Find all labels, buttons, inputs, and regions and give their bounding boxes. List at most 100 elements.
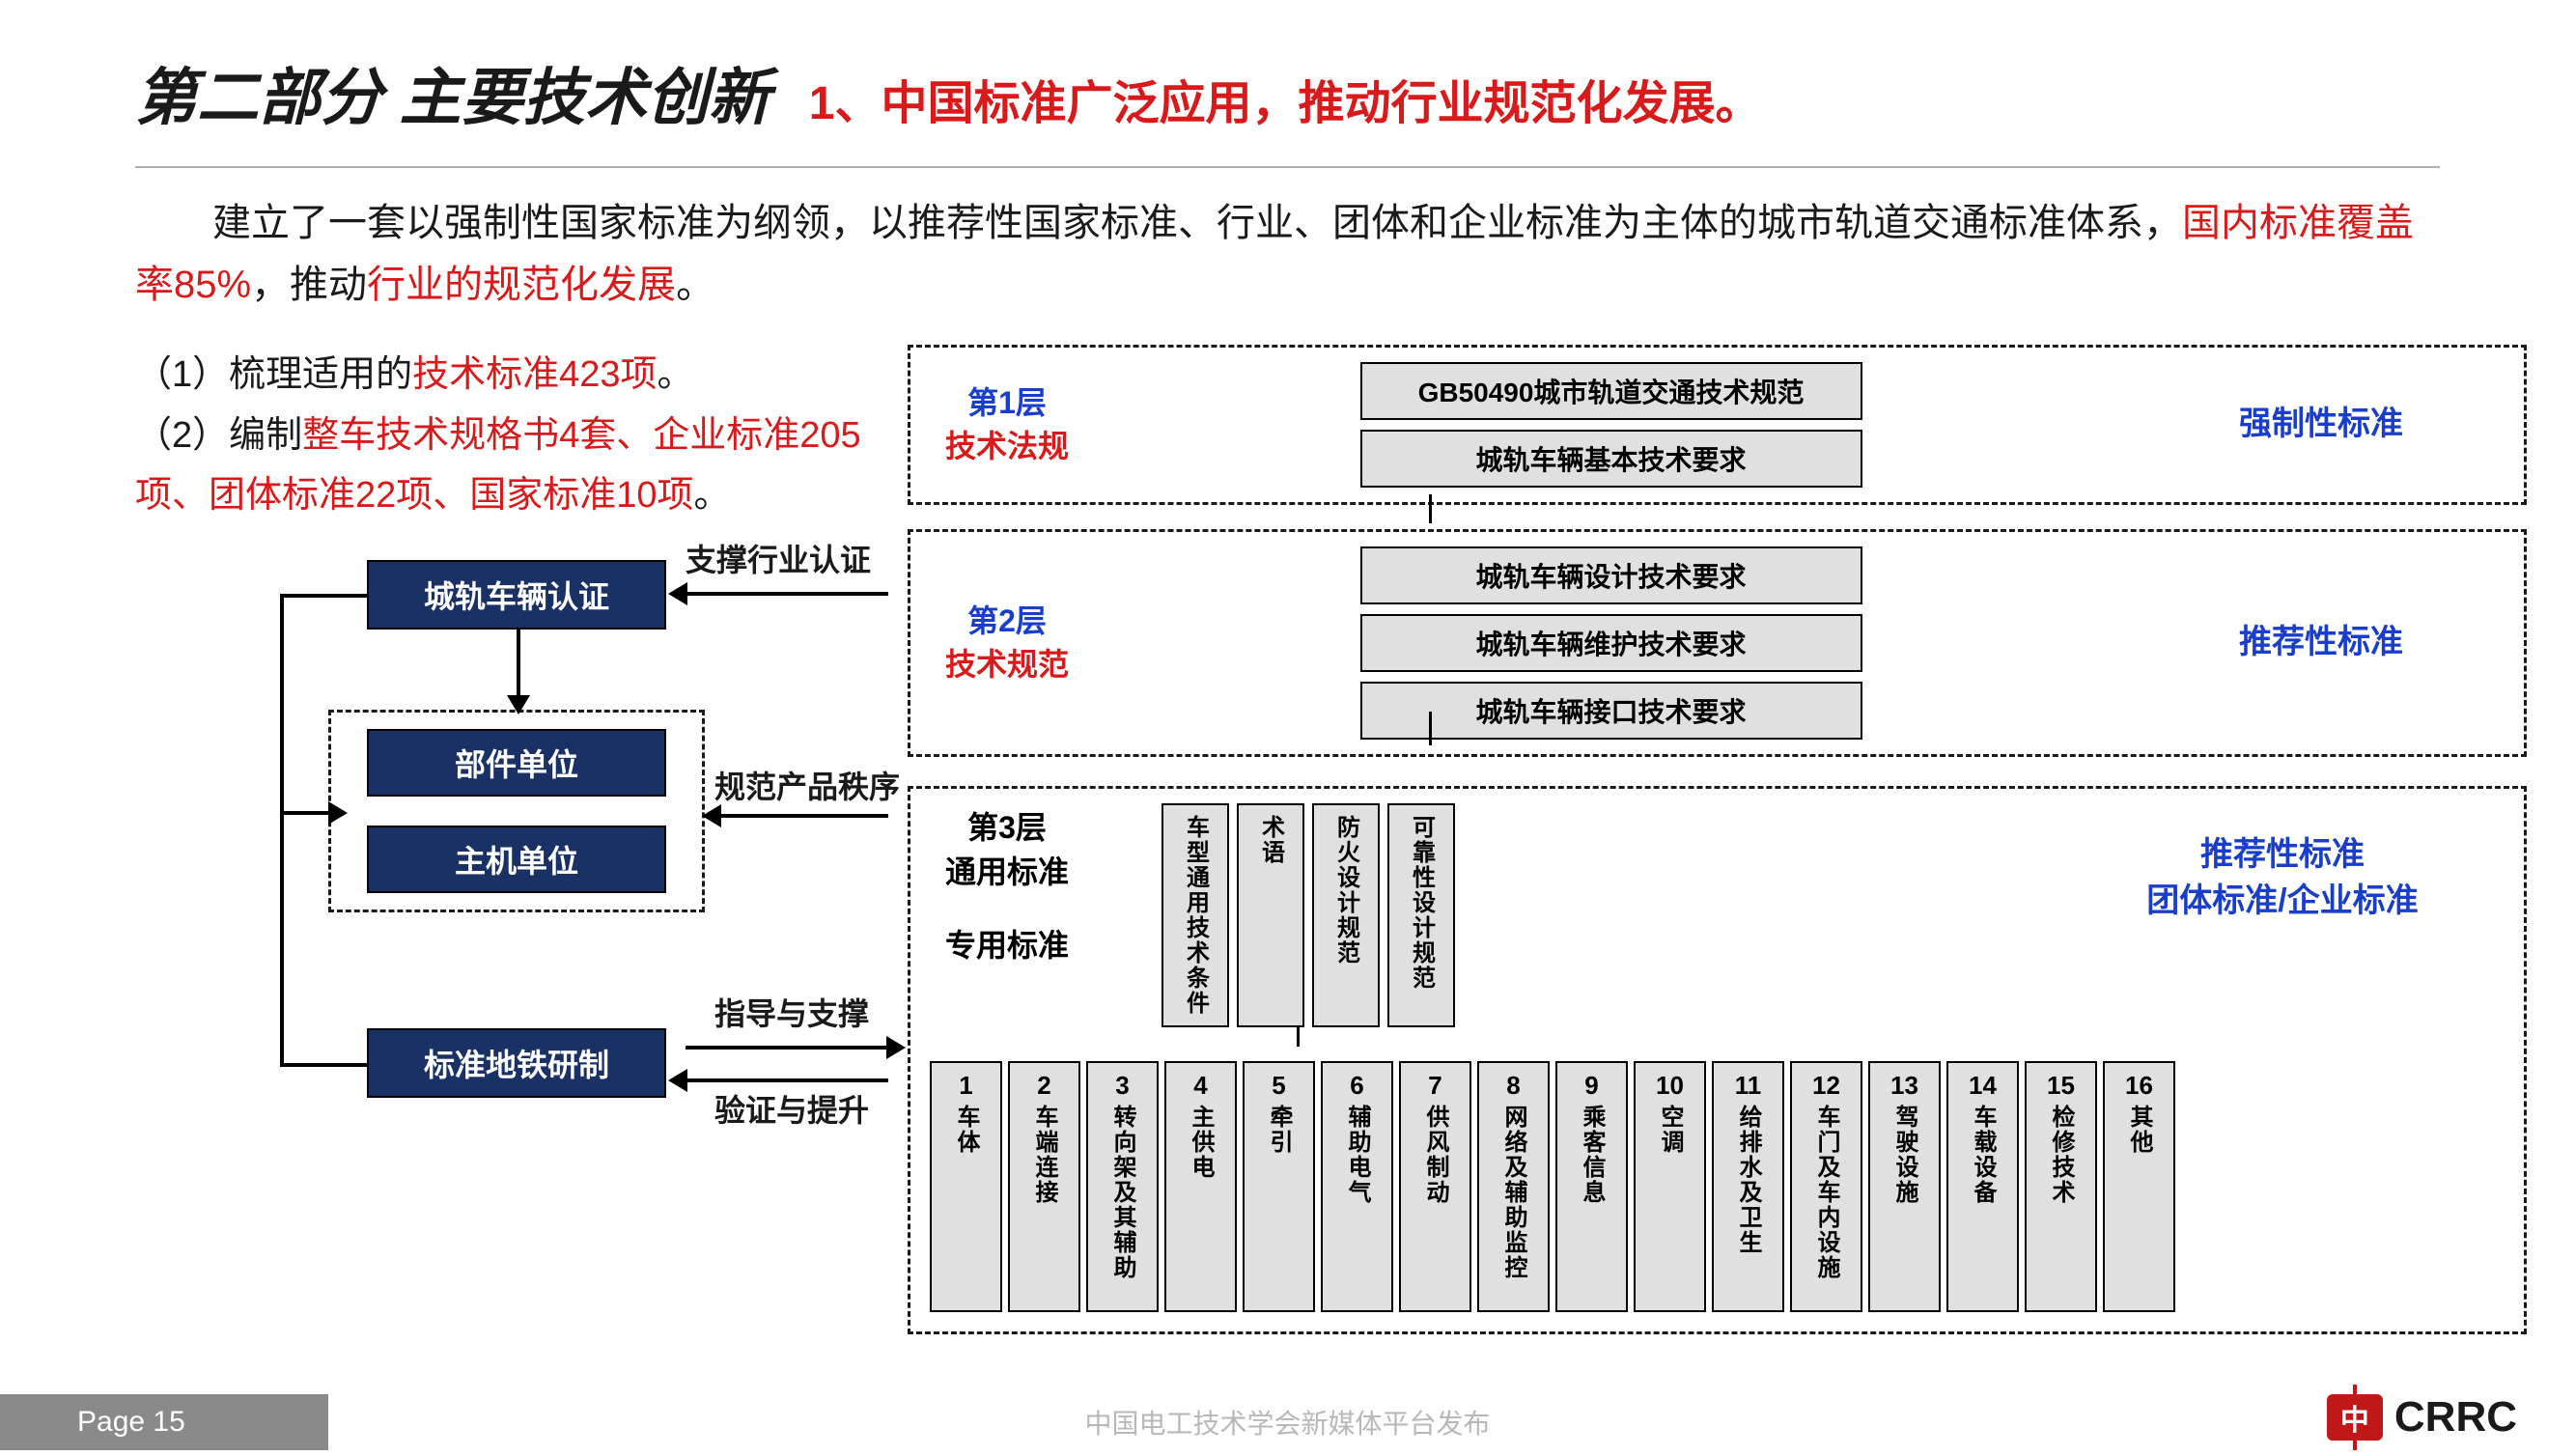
layer3-top-row: 第3层 通用标准 专用标准 车型通用技术条件 术语 防火设计规范 可靠性设计规范… (930, 803, 2505, 1027)
num-txt-11: 车门及车内设施 (1809, 1105, 1843, 1280)
arrow1-line (686, 592, 888, 596)
l3-right: 推荐性标准 团体标准/企业标准 (2099, 832, 2466, 924)
layer-3: 第3层 通用标准 专用标准 车型通用技术条件 术语 防火设计规范 可靠性设计规范… (908, 786, 2527, 1334)
num-box-3: 4 主供电 (1164, 1061, 1237, 1312)
l3-line1: 第3层 (930, 803, 1084, 848)
num-txt-12: 驾驶设施 (1888, 1105, 1921, 1205)
num-txt-0: 车体 (949, 1105, 983, 1155)
logo-badge: 中 (2327, 1394, 2383, 1441)
num-2: 3 (1115, 1071, 1129, 1101)
l1-right: 强制性标准 (2138, 402, 2505, 448)
num-txt-13: 车载设备 (1966, 1105, 2000, 1205)
num-14: 15 (2047, 1071, 2075, 1101)
arrow2-head (702, 804, 721, 827)
b1-pre: （1）梳理适用的 (135, 354, 412, 395)
arrow-label-2: 规范产品秩序 (714, 763, 900, 807)
hline-top (280, 594, 369, 598)
num-box-7: 8网络及辅助监控 (1477, 1061, 1550, 1312)
num-box-9: 10空调 (1634, 1061, 1706, 1312)
arrow3-line (686, 1046, 888, 1050)
conn-l2-l3 (1429, 712, 1432, 745)
mini-0: 车型通用技术条件 (1162, 803, 1229, 1027)
l3-line3: 专用标准 (930, 921, 1084, 966)
num-box-8: 9 乘客信息 (1555, 1061, 1628, 1312)
l2-right: 推荐性标准 (2138, 620, 2505, 666)
arrow2-line (719, 814, 888, 818)
left-column: （1）梳理适用的技术标准423项。 （2）编制整车技术规格书4套、企业标准205… (135, 345, 879, 1334)
num-box-13: 14车载设备 (1946, 1061, 2019, 1312)
vline-cert-units (517, 630, 520, 697)
num-box-15: 16其他 (2103, 1061, 2175, 1312)
layer3-labels: 第3层 通用标准 专用标准 (930, 803, 1084, 966)
num-txt-4: 牵引 (1262, 1105, 1296, 1155)
bullet-2: （2）编制整车技术规格书4套、企业标准205项、团体标准22项、国家标准10项。 (135, 406, 879, 526)
arrow1-head (668, 582, 687, 605)
num-txt-8: 乘客信息 (1575, 1105, 1609, 1205)
bullet-1: （1）梳理适用的技术标准423项。 (135, 345, 879, 406)
num-txt-5: 辅助电气 (1340, 1105, 1374, 1205)
intro-paragraph: 建立了一套以强制性国家标准为纲领，以推荐性国家标准、行业、团体和企业标准为主体的… (0, 192, 2575, 316)
num-txt-7: 网络及辅助监控 (1497, 1105, 1530, 1280)
flow-diagram: 城轨车辆认证 支撑行业认证 部件单位 主机单位 规范产品秩序 标准地铁研制 指导… (135, 536, 879, 1212)
hline-bot (280, 1063, 369, 1067)
l1-item-1: 城轨车辆基本技术要求 (1360, 430, 1862, 488)
num-box-10: 11给排水及卫生 (1712, 1061, 1784, 1312)
title-sub: 1、中国标准广泛应用，推动行业规范化发展。 (809, 65, 1762, 132)
hline-mid-head (328, 801, 348, 825)
num-1: 2 (1037, 1071, 1050, 1101)
mini-1: 术语 (1237, 803, 1304, 1027)
num-box-12: 13 驾驶设施 (1868, 1061, 1941, 1312)
num-box-1: 2车端连接 (1008, 1061, 1080, 1312)
slide-footer: Page 15 中国电工技术学会新媒体平台发布 中 CRRC (0, 1388, 2575, 1456)
num-12: 13 (1890, 1071, 1918, 1101)
arrow4-line (686, 1078, 888, 1082)
unit-parts-box: 部件单位 (367, 729, 666, 797)
intro-text-2: ，推动 (251, 264, 367, 306)
std-dev-box: 标准地铁研制 (367, 1028, 666, 1098)
content-area: （1）梳理适用的技术标准423项。 （2）编制整车技术规格书4套、企业标准205… (0, 316, 2575, 1334)
num-box-5: 6 辅助电气 (1321, 1061, 1393, 1312)
layer2-label: 第2层 技术规范 (930, 600, 1084, 686)
layer2-items: 城轨车辆设计技术要求 城轨车辆维护技术要求 城轨车辆接口技术要求 (1104, 546, 2118, 740)
title-main: 第二部分 主要技术创新 (135, 48, 770, 137)
l2-item-1: 城轨车辆维护技术要求 (1360, 614, 1862, 672)
b1-post: 。 (658, 354, 694, 395)
logo-text: CRRC (2394, 1393, 2517, 1442)
b2-pre: （2）编制 (135, 415, 302, 456)
num-box-4: 5 牵引 (1243, 1061, 1315, 1312)
num-txt-3: 主供电 (1184, 1105, 1218, 1180)
vline-left (280, 594, 284, 1067)
num-5: 6 (1350, 1071, 1363, 1101)
layer-2: 第2层 技术规范 城轨车辆设计技术要求 城轨车辆维护技术要求 城轨车辆接口技术要… (908, 529, 2527, 757)
vhead-cert-units (507, 695, 530, 714)
num-txt-10: 给排水及卫生 (1731, 1105, 1765, 1255)
num-box-0: 1车体 (930, 1061, 1002, 1312)
conn-l1-l2 (1429, 494, 1432, 523)
l3-right1: 推荐性标准 (2099, 832, 2466, 879)
num-15: 16 (2125, 1071, 2153, 1101)
mini-3: 可靠性设计规范 (1387, 803, 1455, 1027)
num-box-6: 7供风制动 (1399, 1061, 1471, 1312)
arrow-label-1: 支撑行业认证 (686, 536, 871, 580)
arrow4-head (668, 1069, 687, 1092)
num-txt-14: 检修技术 (2044, 1105, 2078, 1205)
right-column: 第1层 技术法规 GB50490城市轨道交通技术规范 城轨车辆基本技术要求 强制… (908, 345, 2527, 1334)
unit-main-box: 主机单位 (367, 826, 666, 893)
l2-line1: 第2层 (930, 600, 1084, 643)
intro-text-1: 建立了一套以强制性国家标准为纲领，以推荐性国家标准、行业、团体和企业标准为主体的… (212, 202, 2182, 244)
num-4: 5 (1272, 1071, 1285, 1101)
b2-post: 。 (694, 475, 731, 516)
l1-item-0: GB50490城市轨道交通技术规范 (1360, 362, 1862, 420)
num-11: 12 (1812, 1071, 1840, 1101)
num-6: 7 (1428, 1071, 1441, 1101)
arrow-label-3: 指导与支撑 (714, 990, 869, 1034)
intro-text-3: 。 (676, 264, 714, 306)
b1-red: 技术标准423项 (412, 354, 657, 395)
num-3: 4 (1193, 1071, 1207, 1101)
conn-mini-nums (1297, 1027, 1300, 1047)
l2-item-0: 城轨车辆设计技术要求 (1360, 546, 1862, 604)
num-box-2: 3转向架及其辅助 (1086, 1061, 1159, 1312)
mini-2: 防火设计规范 (1312, 803, 1380, 1027)
num-8: 9 (1584, 1071, 1598, 1101)
layer-1: 第1层 技术法规 GB50490城市轨道交通技术规范 城轨车辆基本技术要求 强制… (908, 345, 2527, 505)
